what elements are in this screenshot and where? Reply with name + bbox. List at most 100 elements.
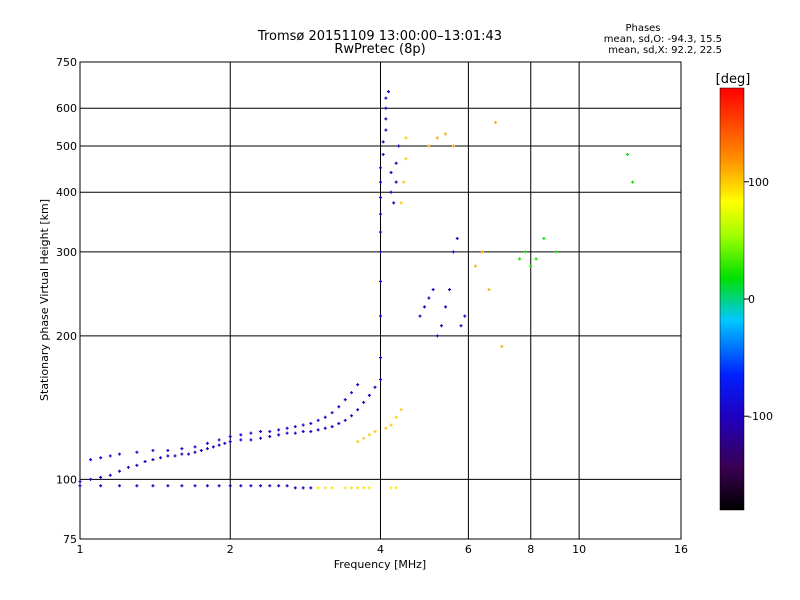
data-point — [356, 440, 360, 444]
data-point — [402, 180, 406, 184]
data-point — [451, 144, 455, 148]
data-point — [534, 257, 538, 261]
phase-info-o: mean, sd,O: -94.3, 15.5 — [604, 34, 722, 45]
y-tick-label: 300 — [56, 246, 77, 259]
data-point — [381, 140, 385, 144]
data-point — [356, 383, 360, 387]
data-point — [205, 447, 209, 451]
data-point — [500, 344, 504, 348]
data-point — [389, 190, 393, 194]
data-point — [293, 425, 297, 429]
x-tick-label: 2 — [227, 543, 234, 556]
data-point — [249, 484, 253, 488]
data-point — [356, 408, 360, 412]
data-point — [343, 398, 347, 402]
data-point — [78, 484, 82, 488]
data-point — [330, 411, 334, 415]
data-point — [367, 393, 371, 397]
chart-title: Tromsø 20151109 13:00:00–13:01:43 — [257, 29, 502, 44]
data-point — [394, 161, 398, 165]
data-point — [118, 469, 122, 473]
data-point — [350, 486, 354, 490]
data-point — [337, 421, 341, 425]
x-tick-label: 6 — [465, 543, 472, 556]
data-point — [343, 418, 347, 422]
data-point — [362, 436, 366, 440]
data-point — [228, 435, 232, 439]
data-point — [451, 250, 455, 254]
data-point — [193, 450, 197, 454]
data-point — [625, 152, 629, 156]
data-point — [301, 486, 305, 490]
data-point — [404, 136, 408, 140]
x-tick-labels: 1 2 4 6 8 10 16 — [77, 543, 689, 556]
data-point — [397, 144, 401, 148]
y-tick-label: 100 — [56, 473, 77, 486]
data-point — [293, 431, 297, 435]
data-point — [394, 486, 398, 490]
y-tick-label: 600 — [56, 102, 77, 115]
data-point — [316, 428, 320, 432]
data-points — [78, 90, 635, 490]
y-tick-label: 200 — [56, 330, 77, 343]
data-point — [444, 305, 448, 309]
data-point — [373, 385, 377, 389]
data-point — [239, 484, 243, 488]
data-point — [379, 166, 382, 170]
data-point — [463, 314, 467, 318]
data-point — [435, 334, 439, 338]
grid-lines — [80, 62, 681, 539]
data-point — [99, 456, 103, 460]
phase-info-title: Phases — [625, 23, 660, 34]
phase-info-x: mean, sd,X: 92.2, 22.5 — [608, 45, 722, 56]
data-point — [118, 452, 122, 456]
chart-subtitle: RwPretec (8p) — [334, 42, 425, 57]
y-tick-label: 400 — [56, 186, 77, 199]
data-point — [330, 486, 334, 490]
data-point — [285, 426, 289, 430]
data-point — [330, 425, 334, 429]
data-point — [180, 447, 184, 451]
x-axis-label: Frequency [MHz] — [334, 558, 426, 571]
data-point — [494, 121, 498, 125]
data-point — [205, 441, 209, 445]
data-point — [309, 421, 313, 425]
data-point — [356, 486, 360, 490]
data-point — [285, 484, 289, 488]
data-point — [399, 201, 403, 205]
data-point — [268, 430, 272, 434]
data-point — [249, 438, 253, 442]
data-point — [166, 454, 170, 458]
data-point — [379, 212, 382, 216]
data-point — [173, 454, 177, 458]
data-point — [199, 448, 203, 452]
data-point — [277, 433, 281, 437]
data-point — [323, 415, 327, 419]
data-point — [379, 279, 382, 283]
colorbar-tick-label: 0 — [748, 293, 755, 306]
data-point — [394, 180, 398, 184]
x-tick-label: 16 — [674, 543, 688, 556]
data-point — [389, 170, 393, 174]
data-point — [228, 440, 232, 444]
data-point — [166, 484, 170, 488]
data-point — [143, 460, 147, 464]
data-point — [277, 428, 281, 432]
data-point — [309, 430, 313, 434]
data-point — [386, 90, 390, 94]
data-point — [554, 250, 558, 254]
data-point — [301, 430, 305, 434]
data-point — [249, 431, 253, 435]
colorbar — [719, 87, 745, 511]
data-point — [316, 486, 320, 490]
data-point — [309, 486, 313, 490]
data-point — [217, 443, 221, 447]
data-point — [78, 479, 82, 483]
data-point — [394, 415, 398, 419]
data-point — [268, 435, 272, 439]
colorbar-tick-label: 100 — [748, 176, 769, 189]
data-point — [373, 430, 377, 434]
data-point — [384, 128, 388, 132]
data-point — [350, 414, 354, 418]
